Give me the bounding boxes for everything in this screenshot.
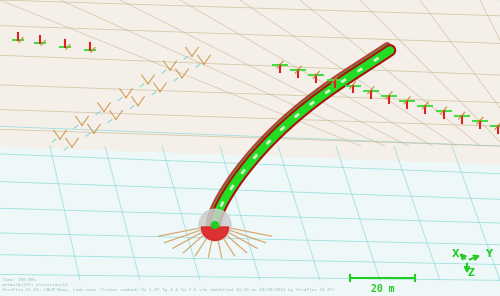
- Circle shape: [199, 209, 231, 241]
- Wedge shape: [202, 227, 228, 240]
- Text: 20 m: 20 m: [371, 284, 394, 294]
- Text: azimuth=325; elevation=13: azimuth=325; elevation=13: [2, 283, 68, 287]
- Text: X: X: [452, 249, 459, 259]
- Text: Z: Z: [468, 268, 475, 278]
- Text: Y: Y: [485, 249, 492, 259]
- Text: OrcaFlex 11.0f: CALM Buoy, Lady-near (linear seabed) Hs 1.87 Tp 4.4 Tp 3.5 s/m (: OrcaFlex 11.0f: CALM Buoy, Lady-near (li…: [2, 288, 336, 292]
- Polygon shape: [0, 0, 500, 164]
- Circle shape: [212, 222, 218, 229]
- Text: Time: 100.00s: Time: 100.00s: [2, 278, 36, 282]
